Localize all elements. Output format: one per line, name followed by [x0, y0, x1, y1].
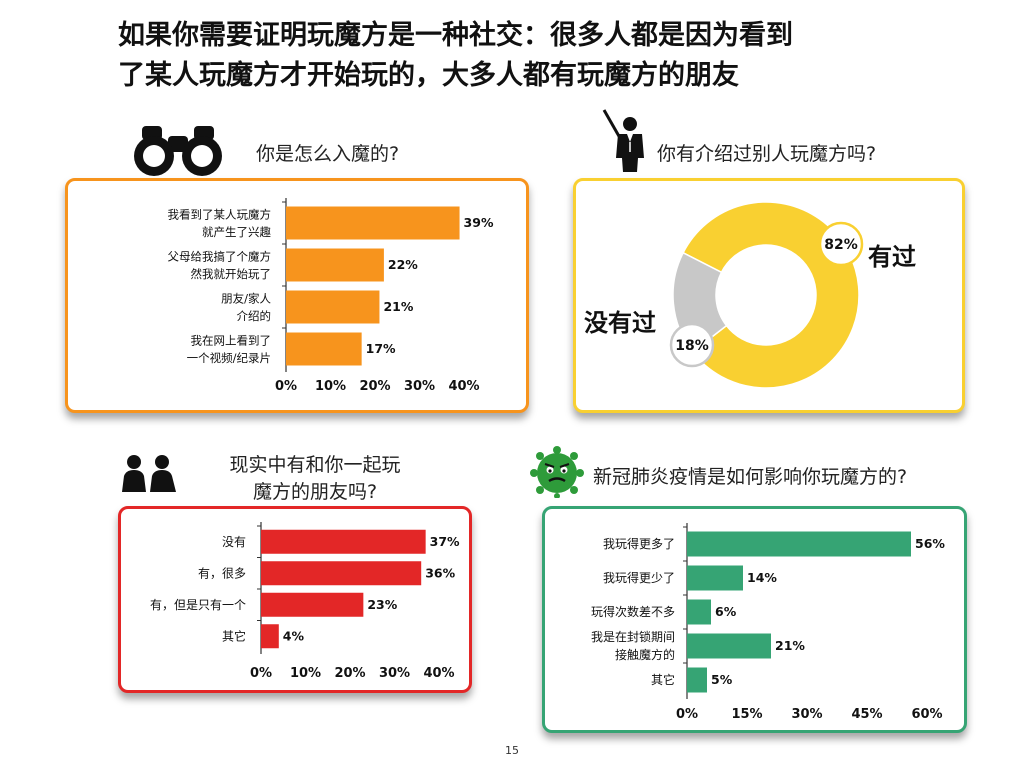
- value-label: 14%: [747, 570, 777, 585]
- bar: [261, 592, 364, 617]
- category-label: 没有: [222, 534, 246, 549]
- value-label: 22%: [388, 257, 418, 272]
- x-tick-label: 30%: [791, 707, 822, 722]
- x-tick-label: 30%: [404, 379, 435, 394]
- question-q3-line2: 魔方的朋友吗?: [252, 481, 378, 503]
- panel-q3: 37% 没有 36% 有，很多 23% 有，但是只有一个 4% 其它 0% 10% 20% 30% 40…: [118, 506, 472, 693]
- x-tick-label: 10%: [290, 666, 321, 681]
- two-people-icon: [122, 455, 176, 492]
- chart-q4-bars: 56% 我玩得更多了 14% 我玩得更少了 6% 玩得次数差不多 21% 我是在封锁期间接触魔…: [591, 523, 945, 722]
- bar: [687, 531, 911, 557]
- category-label: 其它: [651, 672, 675, 687]
- category-label: 朋友/家人: [221, 291, 271, 305]
- binoculars-icon: [134, 126, 222, 176]
- value-bubble: [818, 221, 864, 267]
- bar: [687, 565, 743, 591]
- donut-slice: [682, 201, 860, 389]
- title-line-2: 了某人玩魔方才开始玩的，大多人都有玩魔方的朋友: [118, 60, 739, 91]
- chart-q2-donut: 82% 有过 18% 没有过: [584, 201, 916, 389]
- category-label: 有，很多: [198, 566, 246, 580]
- bar: [286, 290, 380, 324]
- panel-q2: 82% 有过 18% 没有过: [573, 178, 965, 413]
- value-label: 36%: [425, 565, 455, 580]
- page-number: 15: [505, 744, 519, 757]
- category-label: 我看到了某人玩魔方: [168, 207, 272, 221]
- title-line-1: 如果你需要证明玩魔方是一种社交：很多人都是因为看到: [118, 20, 793, 51]
- slice-label: 没有过: [584, 309, 656, 337]
- value-bubble: [669, 322, 715, 368]
- x-tick-label: 45%: [851, 707, 882, 722]
- category-label: 介绍的: [237, 309, 272, 323]
- slice-value-label: 82%: [824, 237, 858, 253]
- value-label: 39%: [464, 215, 494, 230]
- category-label: 我在网上看到了: [191, 333, 272, 347]
- value-label: 4%: [283, 628, 305, 643]
- x-tick-label: 0%: [250, 666, 272, 681]
- bar: [687, 599, 711, 625]
- panel-q4: 56% 我玩得更多了 14% 我玩得更少了 6% 玩得次数差不多 21% 我是在封锁期间接触魔…: [542, 506, 967, 733]
- bar: [286, 332, 362, 366]
- category-label: 玩得次数差不多: [591, 604, 675, 619]
- slice-value-label: 18%: [675, 338, 709, 354]
- category-label: 接触魔方的: [615, 647, 675, 662]
- bar: [286, 206, 460, 240]
- value-label: 21%: [383, 299, 413, 314]
- x-tick-label: 40%: [423, 666, 454, 681]
- x-tick-label: 40%: [448, 379, 479, 394]
- question-q1: 你是怎么入魔的?: [256, 143, 400, 165]
- category-label: 我玩得更少了: [603, 570, 675, 585]
- x-tick-label: 10%: [315, 379, 346, 394]
- x-tick-label: 30%: [379, 666, 410, 681]
- value-label: 6%: [715, 604, 737, 619]
- teacher-pointer-icon: [602, 109, 644, 172]
- page-title: 如果你需要证明玩魔方是一种社交：很多人都是因为看到 了某人玩魔方才开始玩的，大多…: [118, 16, 938, 96]
- x-tick-label: 20%: [359, 379, 390, 394]
- panel-q1: 39% 我看到了某人玩魔方就产生了兴趣 22% 父母给我搞了个魔方然我就开始玩了 21%…: [65, 178, 529, 413]
- bar: [261, 529, 426, 554]
- category-label: 有，但是只有一个: [150, 598, 246, 612]
- value-label: 17%: [366, 341, 396, 356]
- question-q2: 你有介绍过别人玩魔方吗?: [657, 143, 877, 165]
- x-tick-label: 60%: [911, 707, 942, 722]
- category-label: 其它: [222, 628, 246, 643]
- category-label: 就产生了兴趣: [202, 225, 271, 239]
- value-label: 23%: [367, 597, 397, 612]
- category-label: 一个视频/纪录片: [187, 351, 271, 365]
- bar: [261, 624, 279, 649]
- slice-label: 有过: [868, 243, 916, 271]
- category-label: 我玩得更多了: [603, 536, 675, 551]
- category-label: 我是在封锁期间: [591, 629, 675, 644]
- x-tick-label: 0%: [275, 379, 297, 394]
- category-label: 父母给我搞了个魔方: [168, 249, 272, 263]
- value-label: 21%: [775, 638, 805, 653]
- bar: [687, 633, 771, 659]
- bar: [261, 561, 422, 586]
- question-q4: 新冠肺炎疫情是如何影响你玩魔方的?: [593, 466, 908, 488]
- virus-icon: [530, 446, 584, 498]
- x-tick-label: 20%: [334, 666, 365, 681]
- question-q3: 现实中有和你一起玩 魔方的朋友吗?: [215, 450, 415, 504]
- category-label: 然我就开始玩了: [191, 267, 272, 281]
- question-q3-line1: 现实中有和你一起玩: [229, 454, 401, 476]
- x-tick-label: 15%: [731, 707, 762, 722]
- value-label: 56%: [915, 536, 945, 551]
- value-label: 37%: [430, 534, 460, 549]
- bar: [286, 248, 384, 282]
- chart-q3-bars: 37% 没有 36% 有，很多 23% 有，但是只有一个 4% 其它 0% 10% 20% 30% 40…: [150, 522, 460, 681]
- value-label: 5%: [711, 672, 733, 687]
- bar: [687, 667, 707, 693]
- x-tick-label: 0%: [676, 707, 698, 722]
